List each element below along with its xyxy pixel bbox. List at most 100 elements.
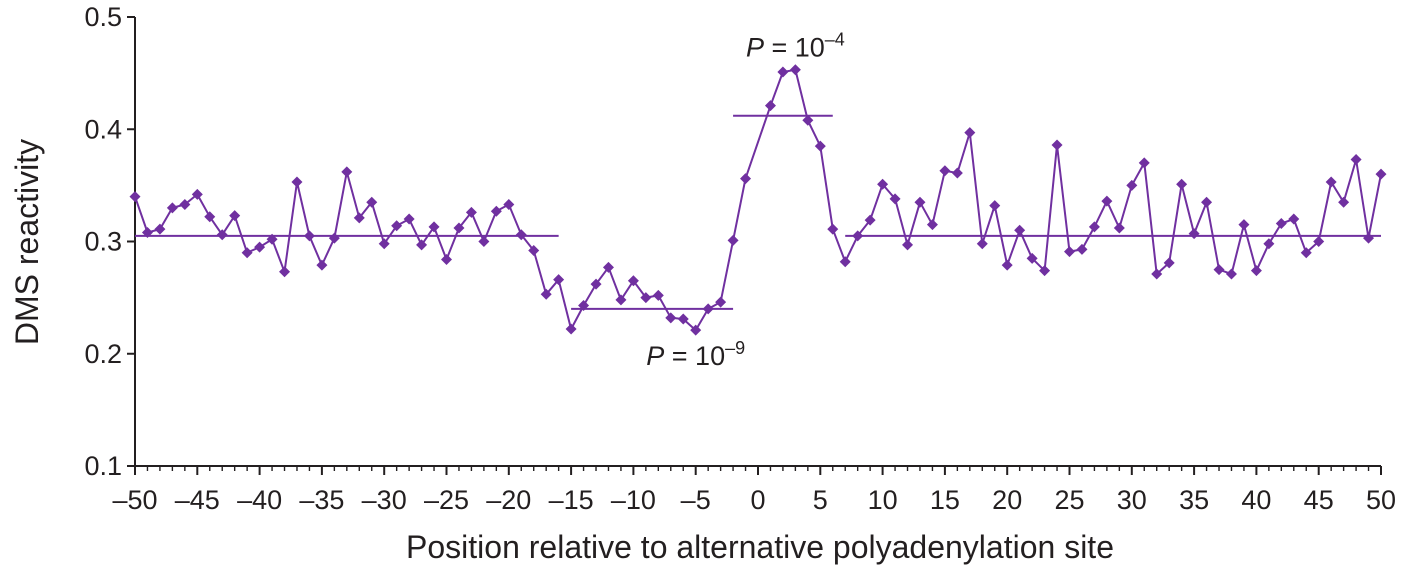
data-point — [503, 198, 515, 210]
data-point — [652, 289, 664, 301]
data-point — [1325, 176, 1337, 188]
x-tick-label: –15 — [549, 485, 594, 515]
x-tick-label: 25 — [1054, 485, 1084, 515]
data-point — [677, 313, 689, 325]
data-point — [1288, 213, 1300, 225]
x-tick-label: –5 — [681, 485, 711, 515]
data-point — [1250, 265, 1262, 277]
data-point — [1001, 259, 1013, 271]
data-point — [229, 210, 241, 222]
p-symbol: P — [746, 32, 764, 62]
data-point — [1300, 247, 1312, 259]
data-point — [690, 324, 702, 336]
data-point — [291, 176, 303, 188]
data-point — [1363, 232, 1375, 244]
data-point — [939, 165, 951, 177]
data-point — [341, 166, 353, 178]
p-value-exponent: –4 — [825, 29, 845, 49]
x-tick-label: –45 — [175, 485, 220, 515]
x-axis-title: Position relative to alternative polyade… — [406, 529, 1114, 565]
series-line — [134, 68, 1382, 332]
data-point — [540, 288, 552, 300]
data-point — [627, 275, 639, 287]
data-point — [1101, 195, 1113, 207]
data-point — [1076, 243, 1088, 255]
data-point — [827, 223, 839, 235]
data-point — [129, 191, 141, 203]
data-point — [1126, 179, 1138, 191]
data-point — [241, 247, 253, 259]
data-point — [926, 219, 938, 231]
x-tick-label: 0 — [750, 485, 765, 515]
data-point — [266, 233, 278, 245]
data-point — [715, 296, 727, 308]
data-point — [528, 244, 540, 256]
y-axis: 0.1 0.2 0.3 0.4 0.5 — [84, 2, 136, 481]
data-point — [453, 222, 465, 234]
x-tick-label: 45 — [1304, 485, 1334, 515]
data-point — [814, 140, 826, 152]
x-tick-label: 40 — [1241, 485, 1271, 515]
x-tick-label: –30 — [362, 485, 407, 515]
y-axis-title: DMS reactivity — [9, 139, 45, 345]
series — [129, 64, 1387, 336]
data-point — [1263, 238, 1275, 250]
x-tick-label: –25 — [424, 485, 469, 515]
data-point — [141, 227, 153, 239]
data-point — [1151, 268, 1163, 280]
data-point — [1026, 252, 1038, 264]
data-point — [1225, 268, 1237, 280]
data-point — [964, 127, 976, 139]
data-point — [1014, 224, 1026, 236]
data-point — [1051, 139, 1063, 151]
data-point — [914, 196, 926, 208]
data-point — [465, 206, 477, 218]
data-point — [353, 212, 365, 224]
data-point — [976, 238, 988, 250]
x-axis: –50 –45 –40 –35 –30 –25 –20 –15 –10 –5 0 5 10 15 20 25 3… — [112, 465, 1396, 515]
data-point — [416, 239, 428, 251]
data-point — [166, 202, 178, 214]
x-tick-label: –20 — [486, 485, 531, 515]
x-tick-label: 30 — [1117, 485, 1147, 515]
p-symbol: P — [646, 341, 664, 371]
data-point — [1338, 196, 1350, 208]
y-tick-label: 0.5 — [84, 2, 122, 32]
data-point — [615, 294, 627, 306]
y-tick-label: 0.4 — [84, 114, 122, 144]
data-point — [1375, 168, 1387, 180]
data-point — [428, 221, 440, 233]
data-point — [254, 241, 266, 253]
data-point — [902, 239, 914, 251]
data-point — [590, 278, 602, 290]
p-value-annotation: P = 10–4 — [746, 29, 845, 62]
p-value-exponent: –9 — [725, 338, 745, 358]
data-point — [1064, 246, 1075, 258]
data-point — [1238, 219, 1250, 231]
data-point — [1213, 264, 1225, 276]
data-point — [216, 229, 228, 241]
data-point — [852, 230, 864, 242]
data-point — [478, 236, 490, 247]
x-tick-label: 20 — [992, 485, 1022, 515]
data-point — [702, 303, 714, 315]
data-point — [839, 256, 851, 268]
data-point — [1201, 196, 1213, 208]
data-point — [1313, 236, 1325, 247]
data-point — [777, 66, 789, 78]
data-point — [764, 100, 776, 112]
p-value-annotation: P = 10–9 — [646, 338, 745, 371]
data-point — [490, 205, 502, 217]
x-tick-label: –35 — [299, 485, 344, 515]
data-point — [1188, 228, 1200, 240]
data-point — [1138, 157, 1150, 169]
data-point — [204, 211, 216, 223]
data-point — [441, 253, 452, 265]
x-tick-label: 15 — [930, 485, 960, 515]
data-point — [1163, 257, 1175, 269]
data-point — [802, 114, 814, 126]
x-tick-label: 35 — [1179, 485, 1209, 515]
data-point — [154, 223, 166, 235]
data-point — [1088, 221, 1100, 233]
data-point — [191, 188, 203, 200]
